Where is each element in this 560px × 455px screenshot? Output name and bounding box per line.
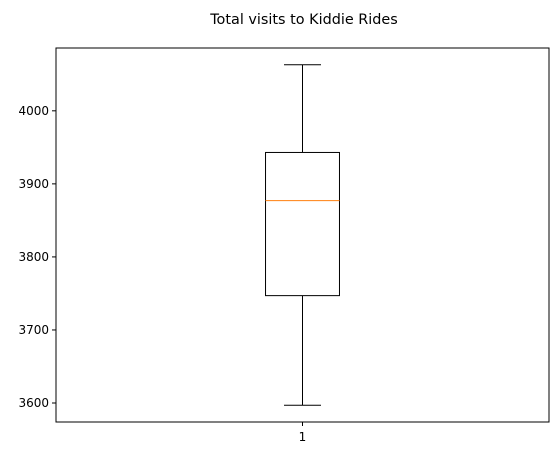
x-axis: 1 (299, 422, 307, 444)
y-tick-label: 3900 (18, 177, 49, 191)
y-tick-label: 3800 (18, 250, 49, 264)
y-tick-label: 4000 (18, 104, 49, 118)
y-tick-label: 3700 (18, 323, 49, 337)
y-axis: 3600 3700 3800 3900 4000 (18, 104, 56, 410)
chart-title: Total visits to Kiddie Rides (209, 12, 398, 28)
iqr-box (265, 151, 340, 297)
y-tick-label: 3600 (18, 396, 49, 410)
x-tick-label: 1 (299, 430, 307, 444)
box-series (265, 64, 340, 406)
